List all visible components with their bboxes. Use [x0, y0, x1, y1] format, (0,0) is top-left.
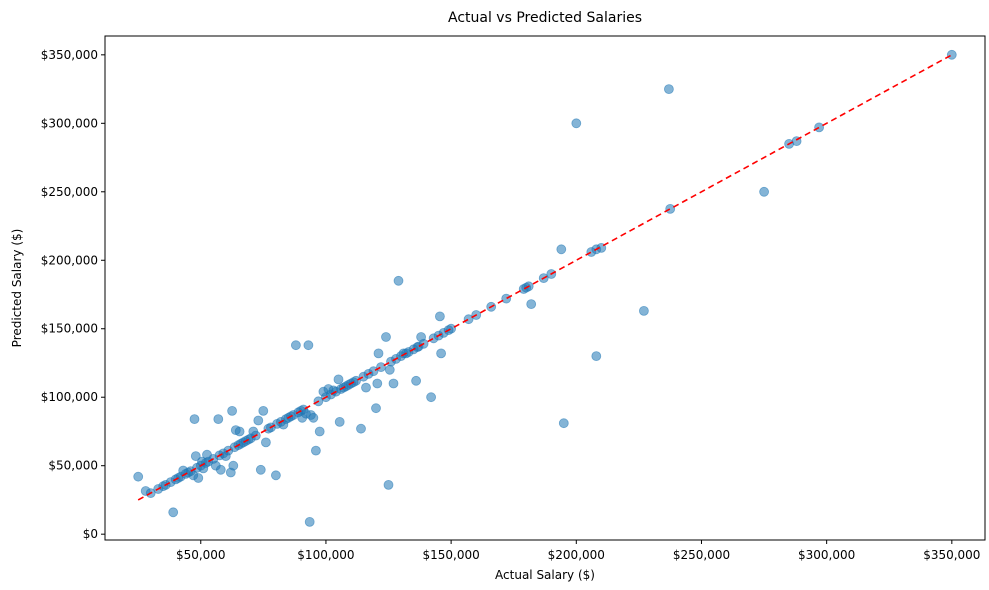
- data-point: [384, 364, 395, 375]
- y-tick-label: $350,000: [41, 48, 98, 62]
- data-point: [333, 374, 344, 385]
- data-point: [133, 471, 144, 482]
- data-point: [258, 405, 269, 416]
- data-point: [193, 473, 204, 483]
- chart-title: Actual vs Predicted Salaries: [448, 10, 642, 26]
- data-point: [436, 348, 447, 359]
- data-point: [308, 412, 319, 423]
- data-point: [558, 418, 569, 429]
- y-tick-label: $150,000: [41, 322, 98, 336]
- plot-area: [104, 35, 986, 541]
- data-point: [372, 378, 383, 389]
- data-point: [310, 445, 321, 456]
- data-point: [946, 49, 957, 60]
- data-point: [426, 392, 437, 403]
- data-point: [463, 314, 474, 325]
- x-tick-label: $350,000: [923, 548, 980, 562]
- data-point: [664, 84, 674, 94]
- data-point: [351, 375, 361, 386]
- data-point: [356, 423, 366, 434]
- data-point: [383, 479, 394, 490]
- data-point: [168, 507, 179, 518]
- data-point: [381, 332, 391, 342]
- data-point: [314, 426, 325, 437]
- y-tick-label: $50,000: [48, 459, 98, 473]
- data-point: [361, 382, 371, 393]
- x-tick-label: $300,000: [798, 548, 855, 562]
- data-point: [571, 118, 582, 129]
- x-axis-ticks: $50,000 $100,000 $150,000 $200,000 $250,000 $…: [176, 540, 980, 562]
- y-tick-label: $100,000: [41, 390, 98, 404]
- data-point: [189, 414, 200, 425]
- data-point: [304, 517, 315, 527]
- data-point: [270, 470, 281, 481]
- y-tick-label: $250,000: [41, 185, 98, 199]
- data-point: [228, 460, 239, 471]
- data-point: [190, 451, 201, 462]
- data-point: [290, 340, 301, 351]
- reference-line: [137, 54, 953, 501]
- data-point: [213, 414, 224, 425]
- data-point: [526, 299, 537, 310]
- data-point: [215, 464, 226, 475]
- data-point: [227, 405, 238, 416]
- data-point: [334, 416, 345, 427]
- y-axis-ticks: $0 $50,000 $100,000 $150,000 $200,000 $250,00…: [41, 48, 105, 541]
- data-point: [665, 203, 676, 214]
- data-point: [371, 403, 381, 414]
- data-point: [253, 415, 264, 426]
- y-tick-label: $0: [83, 527, 98, 541]
- x-tick-label: $250,000: [673, 548, 730, 562]
- data-point: [388, 378, 399, 389]
- data-point: [434, 311, 445, 322]
- data-point: [411, 375, 422, 386]
- data-point: [368, 366, 379, 377]
- y-tick-label: $200,000: [41, 253, 98, 267]
- data-point: [260, 437, 271, 448]
- data-point: [591, 351, 602, 362]
- data-point: [376, 362, 386, 373]
- x-tick-label: $100,000: [297, 548, 354, 562]
- data-point: [759, 186, 769, 197]
- y-tick-label: $300,000: [41, 116, 98, 130]
- data-point: [501, 293, 512, 304]
- data-point: [234, 426, 245, 437]
- points-layer: [133, 49, 957, 527]
- data-point: [639, 305, 649, 316]
- data-point: [255, 464, 266, 475]
- y-axis-label: Predicted Salary ($): [10, 229, 24, 348]
- data-point: [446, 323, 457, 334]
- x-axis-label: Actual Salary ($): [495, 568, 595, 582]
- x-tick-label: $150,000: [422, 548, 479, 562]
- x-tick-label: $50,000: [176, 548, 226, 562]
- data-point: [303, 340, 314, 351]
- data-point: [393, 275, 404, 286]
- data-point: [373, 348, 384, 359]
- x-tick-label: $200,000: [548, 548, 605, 562]
- data-point: [814, 122, 824, 133]
- data-point: [556, 244, 567, 255]
